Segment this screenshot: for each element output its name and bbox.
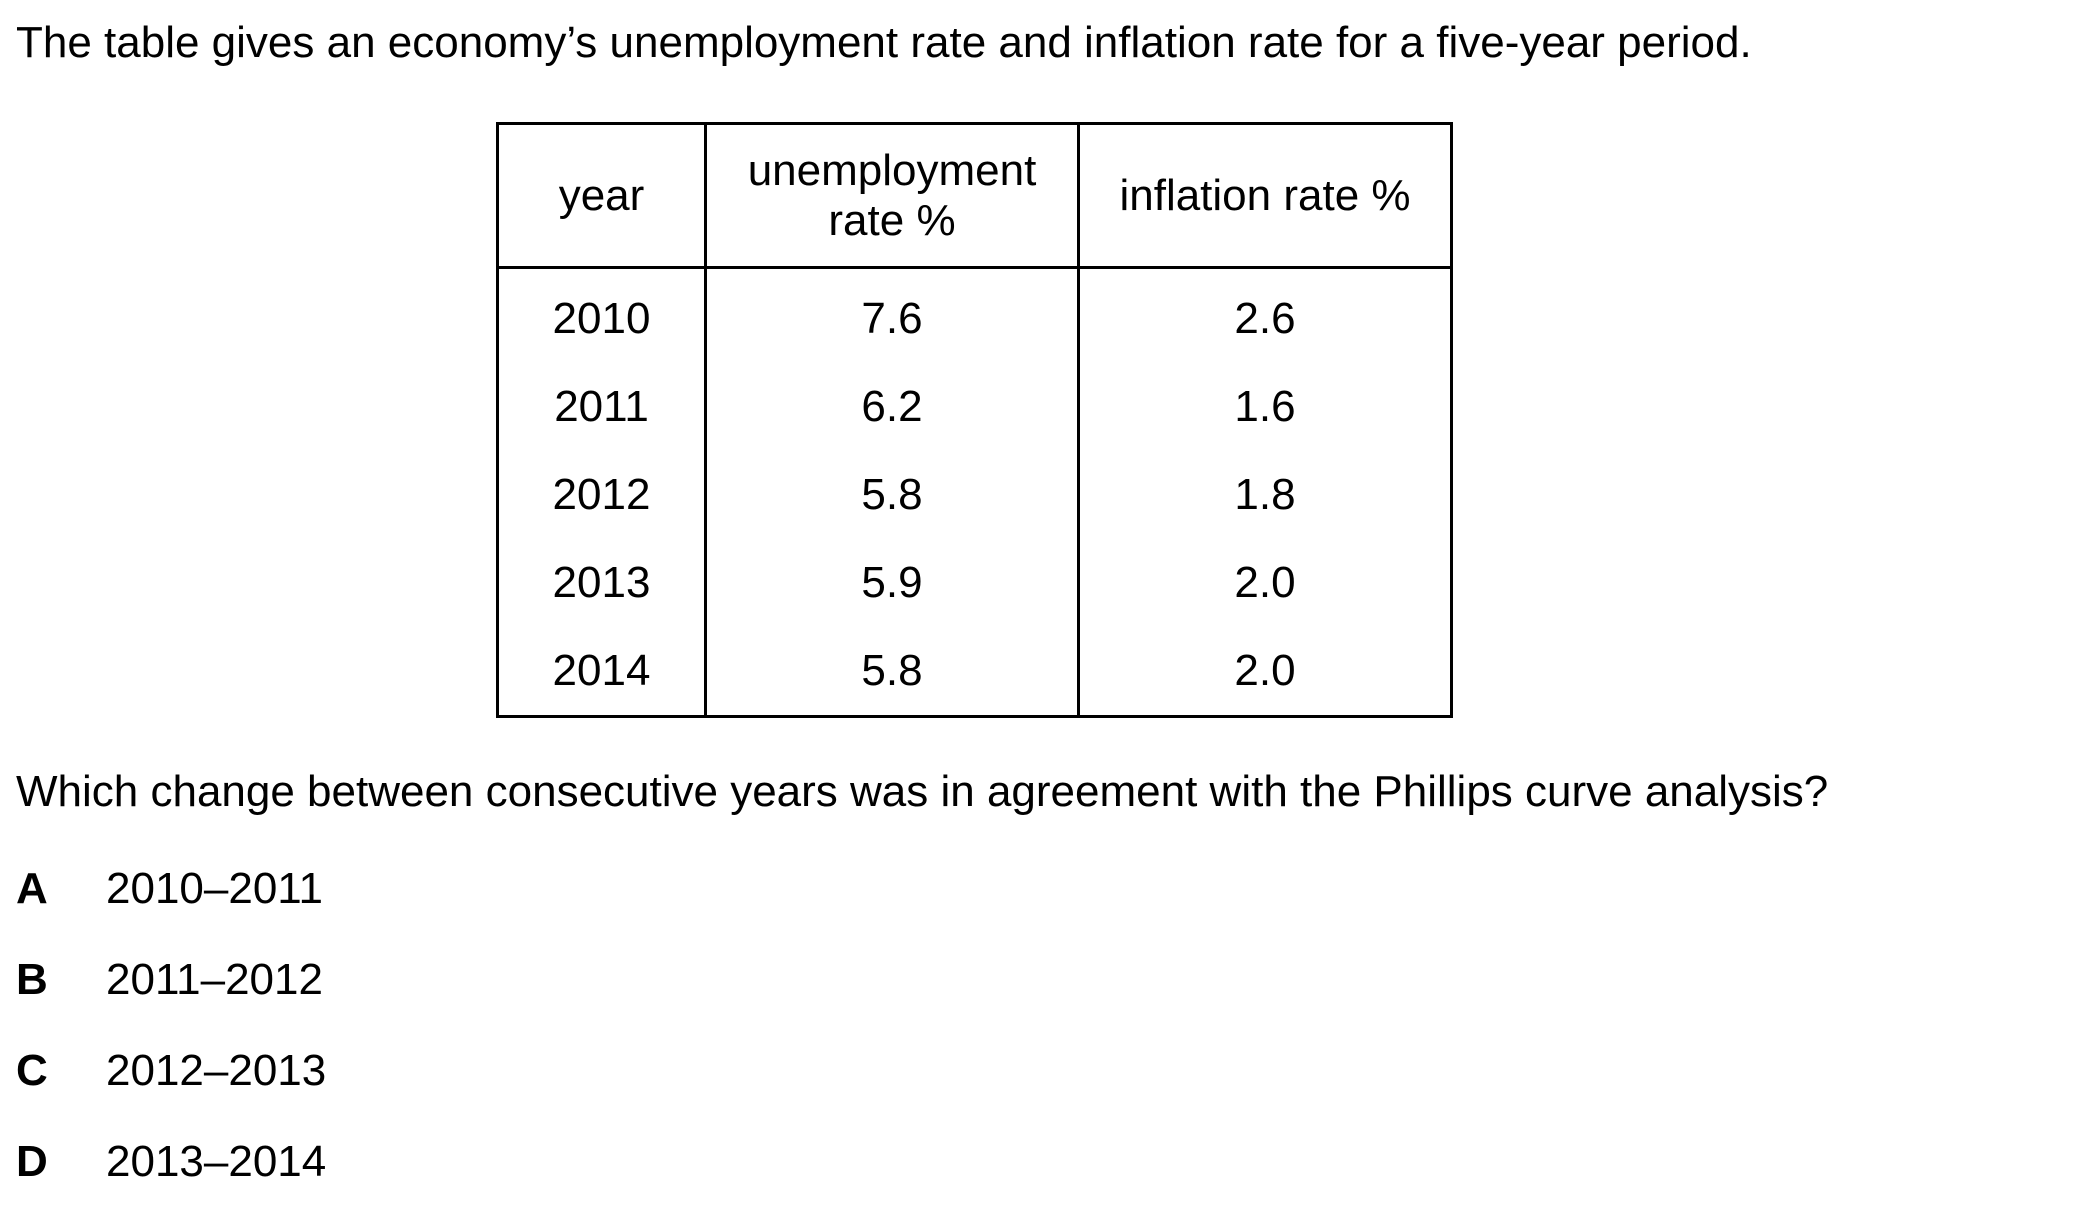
option-d[interactable]: D 2013–2014	[16, 1133, 326, 1224]
option-b[interactable]: B 2011–2012	[16, 951, 326, 1042]
cell-inflation: 1.6	[1077, 363, 1453, 451]
cell-unemployment: 6.2	[704, 363, 1080, 451]
option-text: 2012–2013	[106, 1046, 327, 1095]
cell-year: 2011	[496, 363, 707, 451]
table-row: 2014 5.8 2.0	[496, 627, 1453, 718]
option-text: 2013–2014	[106, 1137, 327, 1186]
cell-unemployment: 5.8	[704, 451, 1080, 539]
header-unemployment-rate: unemployment rate %	[704, 122, 1080, 269]
header-unemployment-line1: unemployment	[747, 145, 1037, 195]
option-text: 2010–2011	[106, 864, 323, 913]
cell-inflation: 1.8	[1077, 451, 1453, 539]
option-letter: D	[16, 1137, 48, 1186]
option-letter: C	[16, 1046, 48, 1095]
data-table: year unemployment rate % inflation rate …	[496, 122, 1453, 718]
cell-unemployment: 5.9	[704, 539, 1080, 627]
cell-inflation: 2.6	[1077, 267, 1453, 363]
cell-year: 2012	[496, 451, 707, 539]
table-header: year unemployment rate % inflation rate …	[496, 122, 1453, 269]
question-text: Which change between consecutive years w…	[16, 767, 1829, 816]
option-text: 2011–2012	[106, 955, 323, 1004]
intro-text: The table gives an economy’s unemploymen…	[16, 18, 1752, 67]
cell-unemployment: 7.6	[704, 267, 1080, 363]
cell-inflation: 2.0	[1077, 539, 1453, 627]
header-unemployment-line2: rate %	[828, 195, 956, 245]
table-row: 2010 7.6 2.6	[496, 267, 1453, 363]
cell-inflation: 2.0	[1077, 627, 1453, 718]
option-letter: A	[16, 864, 48, 913]
cell-year: 2013	[496, 539, 707, 627]
option-a[interactable]: A 2010–2011	[16, 860, 326, 951]
option-c[interactable]: C 2012–2013	[16, 1042, 326, 1133]
table-row: 2012 5.8 1.8	[496, 451, 1453, 539]
header-inflation-rate: inflation rate %	[1077, 122, 1453, 269]
table-row: 2013 5.9 2.0	[496, 539, 1453, 627]
table-header-row: year unemployment rate % inflation rate …	[496, 122, 1453, 269]
table-body: 2010 7.6 2.6 2011 6.2 1.6 2012 5.8 1.8 2…	[496, 267, 1453, 718]
option-letter: B	[16, 955, 48, 1004]
table-row: 2011 6.2 1.6	[496, 363, 1453, 451]
answer-options: A 2010–2011 B 2011–2012 C 2012–2013 D 20…	[16, 860, 326, 1224]
cell-year: 2014	[496, 627, 707, 718]
header-year: year	[496, 122, 707, 269]
cell-year: 2010	[496, 267, 707, 363]
cell-unemployment: 5.8	[704, 627, 1080, 718]
